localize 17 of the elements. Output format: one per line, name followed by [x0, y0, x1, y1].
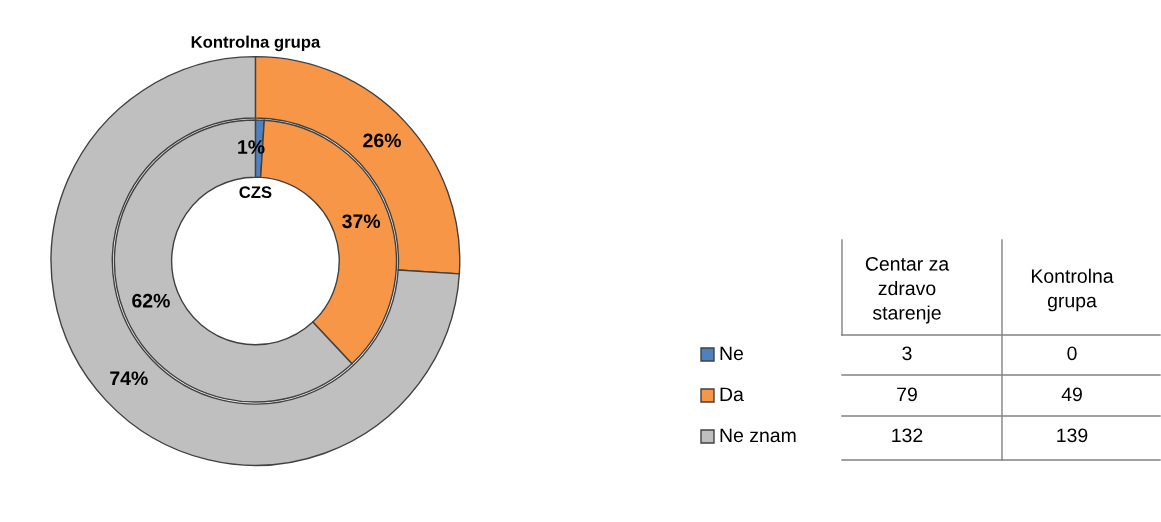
legend-label: Ne znam — [720, 428, 796, 443]
slice-label: Kontrolna grupa — [191, 35, 321, 52]
text: 3 — [902, 346, 912, 361]
text: 79 — [897, 387, 917, 402]
legend-label: Da — [720, 387, 744, 402]
text: Kontrolna grupa — [1031, 268, 1114, 312]
text: 0 — [1067, 346, 1077, 361]
slice-label: CZS — [239, 186, 272, 199]
data-label: 74% — [110, 371, 148, 386]
legend-label: Ne — [720, 346, 743, 361]
data-label: 26% — [363, 133, 401, 148]
data-label: 37% — [342, 214, 381, 229]
text: 132 — [892, 428, 923, 443]
text: 139 — [1057, 428, 1088, 443]
text: Centar za zdravo starenje — [865, 256, 950, 324]
data-label: 62% — [132, 293, 170, 308]
text: 49 — [1061, 387, 1082, 402]
